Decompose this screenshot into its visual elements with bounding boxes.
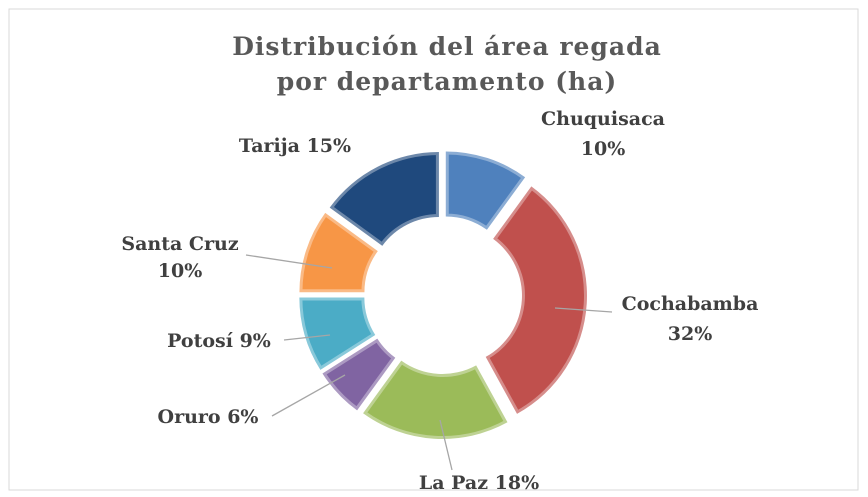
leader-line: [554, 307, 613, 313]
value-label: 10%: [158, 260, 203, 282]
category-label: Oruro: [158, 406, 221, 428]
chart-title: Distribución del área regada por departam…: [232, 32, 662, 96]
value-label: 6%: [227, 406, 258, 428]
category-label: Cochabamba: [622, 293, 759, 315]
donut-segment: [481, 182, 590, 418]
donut-segment: [296, 294, 380, 374]
value-label: 18%: [495, 472, 540, 494]
leader-line: [439, 419, 453, 471]
category-label: La Paz: [419, 472, 488, 494]
value-label: 32%: [668, 323, 713, 345]
value-label: 10%: [581, 138, 626, 160]
leader-line: [283, 334, 331, 341]
category-label: Chuquisaca: [541, 108, 665, 130]
data-label: La Paz 18%: [419, 472, 539, 494]
donut-segment: [442, 148, 530, 234]
donut-segment: [358, 356, 512, 442]
leader-line: [271, 374, 346, 417]
data-label: Potosí 9%: [167, 330, 271, 352]
donut-segment: [296, 208, 382, 296]
donut-segment: [318, 334, 400, 415]
category-label: Santa Cruz: [121, 233, 238, 255]
value-label: 9%: [240, 330, 271, 352]
donut-segment: [325, 148, 442, 251]
leader-line: [245, 254, 333, 269]
category-label: Tarija: [239, 135, 300, 157]
value-label: 15%: [307, 135, 352, 157]
category-label: Potosí: [167, 330, 234, 352]
data-label: Tarija 15%: [239, 135, 351, 157]
data-label: Oruro 6%: [158, 406, 259, 428]
